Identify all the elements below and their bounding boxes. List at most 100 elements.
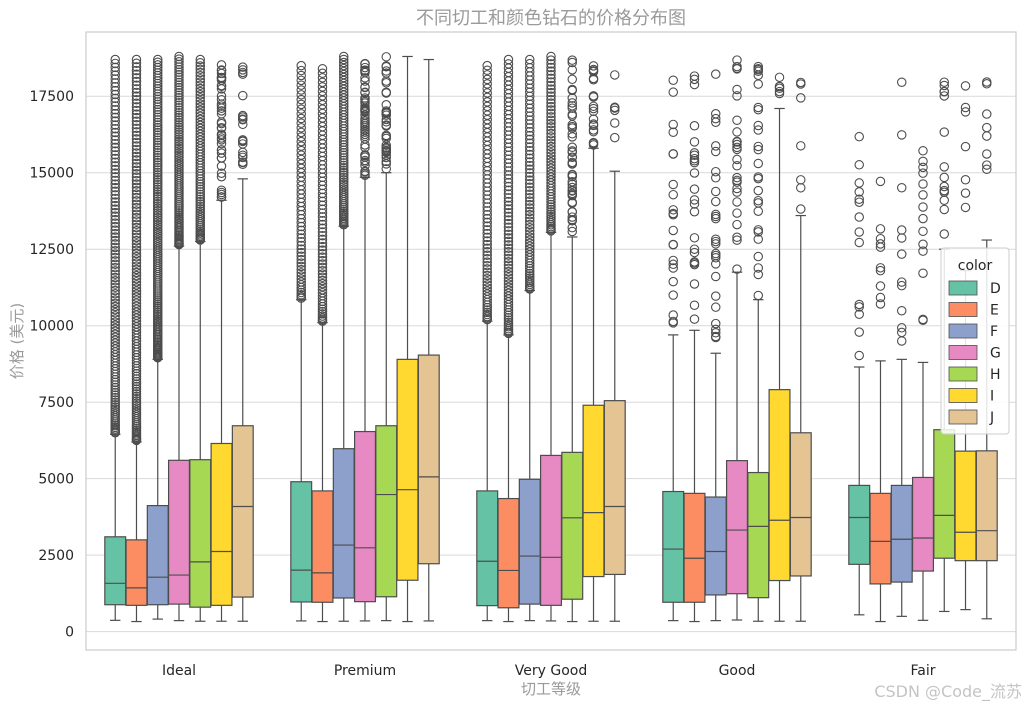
outlier-point	[131, 226, 142, 236]
outlier-point	[110, 314, 120, 324]
outlier-point	[195, 83, 206, 94]
outlier-point	[152, 224, 163, 234]
outlier-point	[131, 229, 142, 239]
outlier-point	[503, 215, 514, 225]
outlier-point	[131, 172, 142, 182]
outlier-point	[710, 328, 721, 338]
outlier-point	[567, 186, 578, 196]
outlier-point	[503, 59, 514, 69]
outlier-point	[131, 196, 142, 206]
outlier-point	[296, 261, 306, 272]
outlier-point	[131, 242, 142, 252]
outlier-point	[110, 207, 120, 218]
legend-frame	[940, 247, 1010, 435]
outlier-point	[174, 122, 184, 133]
outlier-point	[110, 161, 120, 171]
iqr-box	[167, 459, 191, 605]
box-I-ideal	[210, 60, 233, 622]
outlier-point	[360, 106, 370, 116]
outlier-point	[152, 125, 163, 135]
outlier-point	[152, 235, 163, 246]
outlier-point	[567, 207, 578, 217]
outlier-point	[503, 200, 514, 211]
outlier-point	[152, 162, 163, 173]
outlier-point	[854, 350, 864, 361]
outlier-point	[668, 318, 678, 328]
outlier-point	[110, 404, 120, 415]
outlier-point	[610, 132, 620, 143]
outlier-point	[110, 335, 120, 345]
iqr-box	[518, 478, 541, 605]
outlier-point	[296, 118, 306, 128]
outlier-point	[524, 271, 535, 281]
outlier-point	[131, 186, 142, 196]
outlier-point	[110, 329, 120, 340]
outlier-point	[110, 190, 120, 200]
outlier-point	[110, 193, 120, 204]
outlier-point	[131, 235, 142, 246]
outlier-point	[918, 162, 928, 173]
y-tick-label: 17500	[29, 89, 74, 105]
outlier-point	[732, 127, 742, 137]
outlier-point	[338, 158, 349, 168]
outlier-point	[524, 126, 535, 137]
outlier-point	[110, 406, 120, 417]
outlier-point	[939, 229, 950, 239]
outlier-point	[195, 80, 206, 91]
outlier-point	[152, 191, 163, 202]
outlier-point	[110, 186, 120, 197]
outlier-point	[110, 131, 120, 141]
outlier-point	[296, 271, 306, 281]
outlier-point	[110, 120, 120, 130]
outlier-point	[482, 239, 492, 250]
outlier-point	[131, 105, 142, 116]
outlier-point	[524, 146, 535, 156]
outlier-point	[732, 142, 742, 153]
outlier-point	[110, 66, 120, 77]
outlier-point	[110, 387, 120, 398]
outlier-point	[195, 99, 206, 109]
outlier-point	[689, 71, 700, 81]
outlier-point	[296, 127, 306, 138]
outlier-point	[338, 165, 349, 175]
outlier-point	[482, 253, 492, 264]
outlier-point	[174, 146, 184, 156]
outlier-point	[753, 79, 764, 89]
outlier-point	[152, 99, 163, 110]
outlier-point	[152, 182, 163, 192]
outlier-point	[732, 264, 742, 274]
outlier-point	[546, 157, 556, 167]
legend-swatch-G	[948, 345, 978, 360]
outlier-point	[732, 160, 742, 171]
outlier-point	[524, 160, 535, 171]
outlier-point	[732, 91, 742, 101]
outlier-point	[174, 54, 184, 64]
outlier-point	[753, 263, 764, 273]
outlier-point	[131, 232, 142, 243]
outlier-point	[668, 225, 678, 236]
outlier-point	[546, 105, 556, 115]
outlier-point	[668, 205, 678, 215]
outlier-point	[753, 125, 764, 135]
outlier-point	[110, 172, 120, 182]
outlier-point	[503, 246, 514, 257]
outlier-point	[174, 51, 184, 62]
outlier-point	[317, 219, 328, 230]
outlier-point	[588, 114, 599, 124]
outlier-point	[317, 208, 328, 218]
box-D-ideal	[104, 54, 127, 621]
outlier-point	[689, 206, 700, 217]
outlier-point	[131, 396, 142, 406]
outlier-point	[524, 138, 535, 148]
outlier-point	[152, 184, 163, 195]
outlier-point	[174, 90, 184, 100]
outlier-point	[753, 234, 764, 244]
outlier-point	[195, 86, 206, 97]
outlier-point	[174, 120, 184, 130]
outlier-point	[338, 160, 349, 171]
outlier-point	[131, 398, 142, 409]
outlier-point	[546, 87, 556, 98]
legend-swatch-F	[948, 323, 978, 339]
outlier-point	[174, 159, 184, 170]
box-G-premium	[353, 58, 377, 622]
